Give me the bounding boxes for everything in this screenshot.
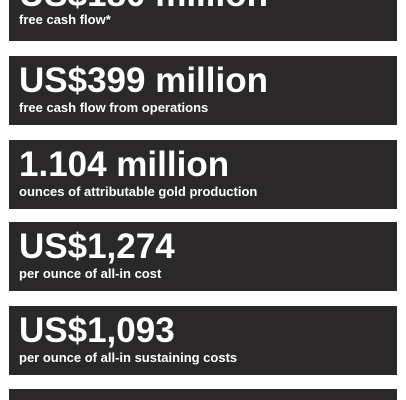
- metric-value: US$180 million: [19, 0, 268, 12]
- metric-caption: free cash flow from operations: [19, 100, 209, 115]
- metric-caption: per ounce of all-in sustaining costs: [19, 350, 238, 365]
- metric-caption: per ounce of all-in cost: [19, 266, 162, 281]
- metric-panel-free-cash-flow: US$180 million free cash flow*: [9, 0, 397, 41]
- metric-caption: ounces of attributable gold production: [19, 184, 258, 199]
- metric-panel-free-cash-flow-operations: US$399 million free cash flow from opera…: [9, 56, 397, 125]
- metric-caption: free cash flow*: [19, 12, 111, 27]
- metric-value: US$1,274: [19, 227, 175, 266]
- metric-panel-gold-production: 1.104 million ounces of attributable gol…: [9, 140, 397, 209]
- metric-panel-all-in-cost: US$1,274 per ounce of all-in cost: [9, 222, 397, 291]
- metric-value: US$399 million: [19, 61, 268, 100]
- metric-value: US$1,093: [19, 311, 175, 350]
- metric-value: 1.104 million: [19, 145, 230, 184]
- metric-panel-all-in-sustaining-costs: US$1,093 per ounce of all-in sustaining …: [9, 306, 397, 375]
- footnote-panel: [9, 389, 397, 400]
